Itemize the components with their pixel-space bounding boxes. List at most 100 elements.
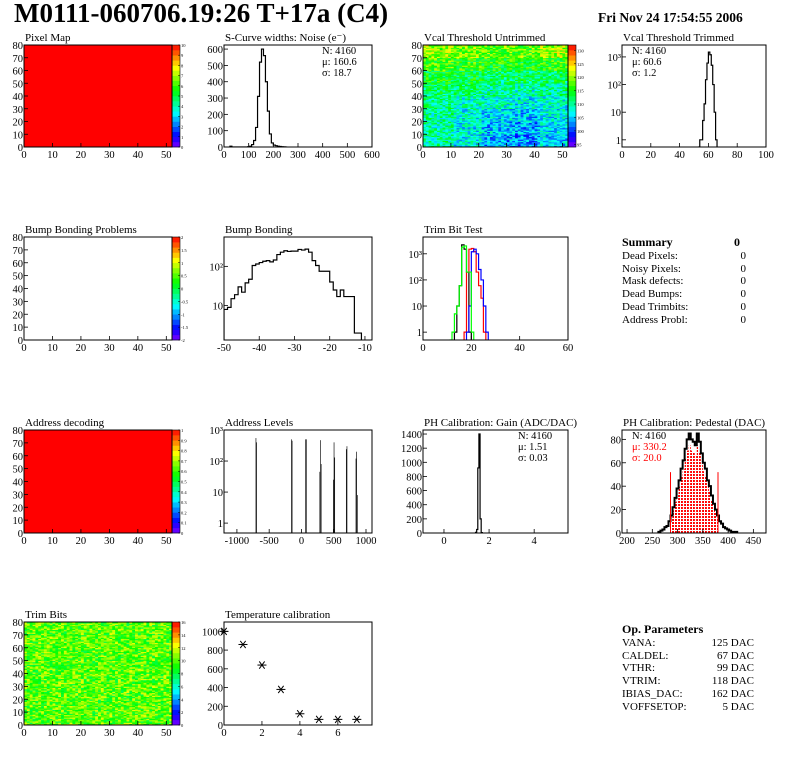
heatmap-cell: [545, 138, 549, 140]
heatmap-cell: [565, 73, 568, 75]
heatmap-cell: [509, 135, 513, 138]
heatmap-cell: [428, 122, 432, 125]
heatmap-cell: [534, 98, 538, 101]
heatmap-cell: [459, 135, 463, 138]
heatmap-cell: [439, 99, 443, 102]
heatmap-cell: [456, 60, 460, 62]
histogram-bin: [312, 261, 316, 340]
heatmap-cell: [475, 104, 480, 107]
heatmap-cell: [489, 130, 494, 132]
heatmap-cell: [501, 125, 505, 127]
colorbar-segment: [172, 75, 180, 81]
heatmap-cell: [456, 57, 460, 60]
heatmap-cell: [562, 57, 566, 60]
heatmap-cell: [562, 85, 566, 88]
heatmap-cell: [470, 75, 474, 78]
heatmap-cell: [487, 124, 491, 126]
heatmap-cell: [428, 135, 432, 138]
heatmap-cell: [456, 74, 460, 76]
heatmap-cell: [556, 120, 560, 122]
heatmap-cell: [423, 93, 427, 96]
heatmap-cell: [448, 135, 452, 138]
colorbar-segment: [568, 50, 576, 56]
heatmap-cell: [425, 55, 429, 57]
heatmap-cell: [526, 99, 530, 102]
heatmap-cell: [540, 71, 544, 74]
heatmap-cell: [554, 67, 558, 70]
heatmap-cell: [517, 115, 521, 117]
heatmap-cell: [559, 127, 563, 130]
heatmap-cell: [456, 53, 460, 56]
heatmap-cell: [559, 45, 563, 47]
heatmap-cell: [450, 61, 454, 64]
heatmap-cell: [545, 136, 549, 139]
heatmap-cell: [534, 116, 538, 118]
heatmap-cell: [495, 125, 499, 127]
heatmap-cell: [534, 118, 538, 121]
heatmap-cell: [503, 61, 507, 64]
heatmap-cell: [473, 66, 477, 69]
heatmap-cell: [540, 134, 544, 136]
heatmap-cell: [495, 106, 499, 108]
heatmap-cell: [445, 117, 449, 120]
heatmap-cell: [445, 52, 449, 55]
heatmap-cell: [551, 145, 555, 147]
heatmap-cell: [52, 723, 56, 725]
heatmap-cell: [537, 96, 541, 98]
heatmap-cell: [459, 98, 463, 101]
heatmap-cell: [528, 120, 533, 122]
heatmap-cell: [562, 107, 566, 110]
heatmap-cell: [565, 134, 568, 136]
heatmap-cell: [462, 50, 466, 52]
colorbar-segment: [172, 319, 180, 325]
heatmap-cell: [453, 78, 457, 80]
heatmap-cell: [506, 138, 510, 140]
heatmap-cell: [501, 87, 505, 89]
x-tick-label: 60: [703, 150, 714, 161]
heatmap-cell: [448, 60, 452, 62]
heatmap-cell: [478, 50, 482, 52]
heatmap-cell: [445, 131, 449, 134]
heatmap-cell: [453, 122, 457, 125]
heatmap-cell: [436, 127, 441, 130]
heatmap-cell: [442, 45, 446, 47]
plot-area: [24, 430, 172, 533]
heatmap-cell: [434, 113, 438, 116]
heatmap-cell: [523, 90, 527, 93]
heatmap-cell: [453, 46, 457, 48]
heatmap-cell: [545, 130, 549, 132]
heatmap-cell: [450, 56, 454, 59]
heatmap-cell: [492, 71, 496, 74]
heatmap-cell: [515, 81, 519, 84]
heatmap-cell: [459, 47, 463, 50]
heatmap-cell: [425, 74, 429, 76]
heatmap-cell: [523, 145, 527, 147]
heatmap-cell: [484, 50, 488, 52]
heatmap-cell: [501, 53, 505, 56]
heatmap-cell: [556, 135, 560, 138]
heatmap-cell: [475, 57, 480, 60]
heatmap-cell: [436, 120, 441, 122]
heatmap-cell: [462, 83, 466, 85]
heatmap-cell: [503, 141, 507, 144]
colorbar-segment: [568, 106, 576, 112]
heatmap-cell: [498, 106, 502, 108]
heatmap-cell: [526, 106, 530, 108]
heatmap-cell: [498, 53, 502, 56]
y-tick-label: 800: [406, 472, 422, 483]
heatmap-cell: [556, 52, 560, 55]
heatmap-cell: [425, 144, 429, 147]
heatmap-cell: [473, 62, 477, 65]
heatmap-cell: [562, 69, 566, 71]
heatmap-cell: [425, 124, 429, 126]
heatmap-cell: [442, 96, 446, 98]
heatmap-cell: [431, 145, 435, 147]
heatmap-cell: [484, 99, 488, 102]
y-tick-label: 600: [207, 45, 223, 56]
heatmap-cell: [431, 51, 435, 53]
heatmap-cell: [436, 132, 441, 135]
heatmap-cell: [450, 134, 454, 136]
heatmap-cell: [517, 55, 521, 57]
heatmap-cell: [515, 102, 519, 104]
heatmap-cell: [565, 117, 568, 120]
